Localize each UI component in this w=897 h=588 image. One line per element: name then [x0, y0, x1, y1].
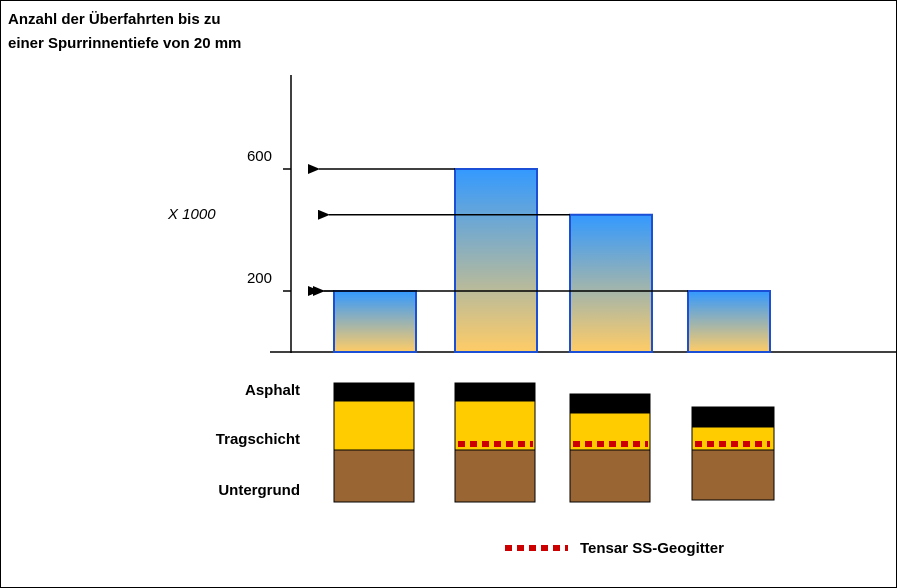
chart-title: einer Spurrinnentiefe von 20 mm: [8, 35, 241, 52]
legend-label: Tensar SS-Geogitter: [580, 540, 724, 557]
layer-label: Asphalt: [245, 382, 300, 399]
y-tick-label: 600: [247, 148, 272, 165]
bar: [455, 169, 537, 352]
bar: [570, 215, 652, 352]
layer-label: Untergrund: [218, 482, 300, 499]
bar: [334, 291, 416, 352]
page: Anzahl der Überfahrten bis zu einer Spur…: [0, 0, 897, 588]
chart-title: Anzahl der Überfahrten bis zu: [8, 11, 221, 28]
layer-label: Tragschicht: [216, 431, 300, 448]
y-unit-label: X 1000: [167, 206, 216, 223]
chart: Anzahl der Überfahrten bis zu einer Spur…: [0, 0, 897, 588]
bar: [688, 291, 770, 352]
y-tick-label: 200: [247, 270, 272, 287]
